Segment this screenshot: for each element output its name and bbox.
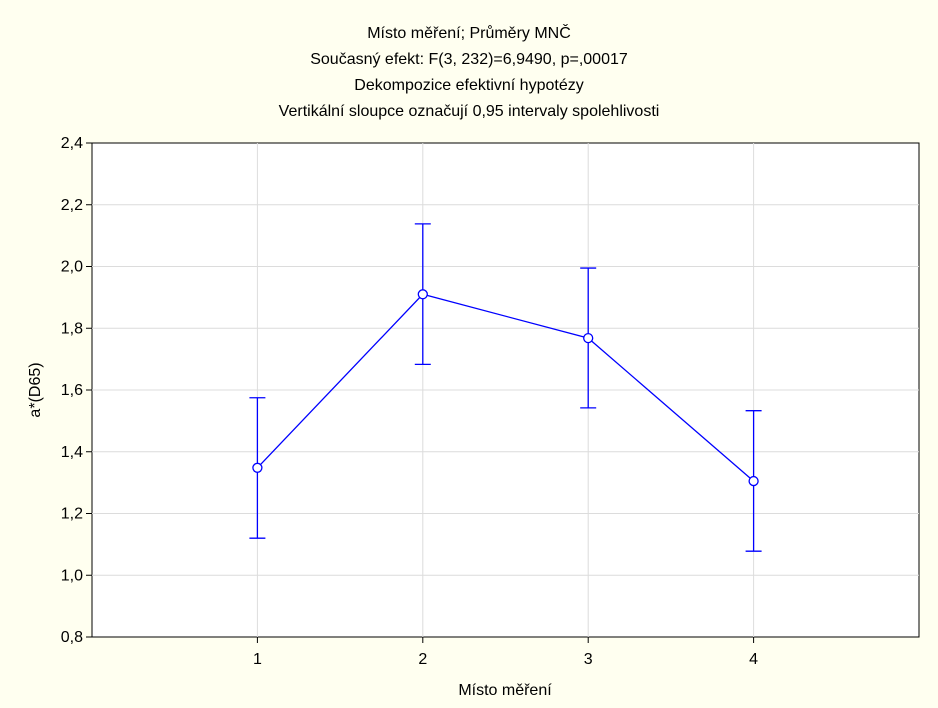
series bbox=[249, 223, 762, 552]
x-axis-label: Místo měření bbox=[458, 682, 552, 699]
y-tick-label: 2,2 bbox=[61, 197, 83, 214]
y-tick-label: 1,4 bbox=[61, 444, 83, 461]
y-tick-label: 2,4 bbox=[61, 135, 83, 152]
data-point bbox=[252, 462, 263, 473]
title-line-2: Současný efekt: F(3, 232)=6,9490, p=,000… bbox=[310, 51, 628, 68]
y-tick-label: 1,0 bbox=[61, 567, 83, 584]
y-tick-label: 0,8 bbox=[61, 629, 83, 646]
series-line bbox=[256, 293, 755, 482]
y-axis-label: a*(D65) bbox=[27, 362, 44, 417]
x-tick-label: 1 bbox=[253, 651, 262, 668]
y-tick-label: 1,8 bbox=[61, 320, 83, 337]
data-point bbox=[417, 289, 428, 300]
x-axis-ticks: 1 2 3 4 bbox=[253, 637, 758, 668]
title-line-4: Vertikální sloupce označují 0,95 interva… bbox=[279, 103, 660, 120]
y-axis-ticks: 0,8 1,0 1,2 1,4 1,6 1,8 2,0 2,2 2,4 bbox=[61, 135, 92, 646]
x-tick-label: 2 bbox=[418, 651, 427, 668]
x-tick-label: 3 bbox=[584, 651, 593, 668]
y-tick-label: 1,6 bbox=[61, 382, 83, 399]
y-tick-label: 2,0 bbox=[61, 259, 83, 276]
chart-title: Místo měření; Průměry MNČ Současný efekt… bbox=[279, 23, 660, 120]
title-line-3: Dekompozice efektivní hypotézy bbox=[354, 77, 583, 94]
y-tick-label: 1,2 bbox=[61, 506, 83, 523]
data-point bbox=[583, 332, 594, 344]
x-tick-label: 4 bbox=[749, 651, 758, 668]
title-line-1: Místo měření; Průměry MNČ bbox=[367, 23, 571, 42]
data-point bbox=[748, 475, 759, 487]
